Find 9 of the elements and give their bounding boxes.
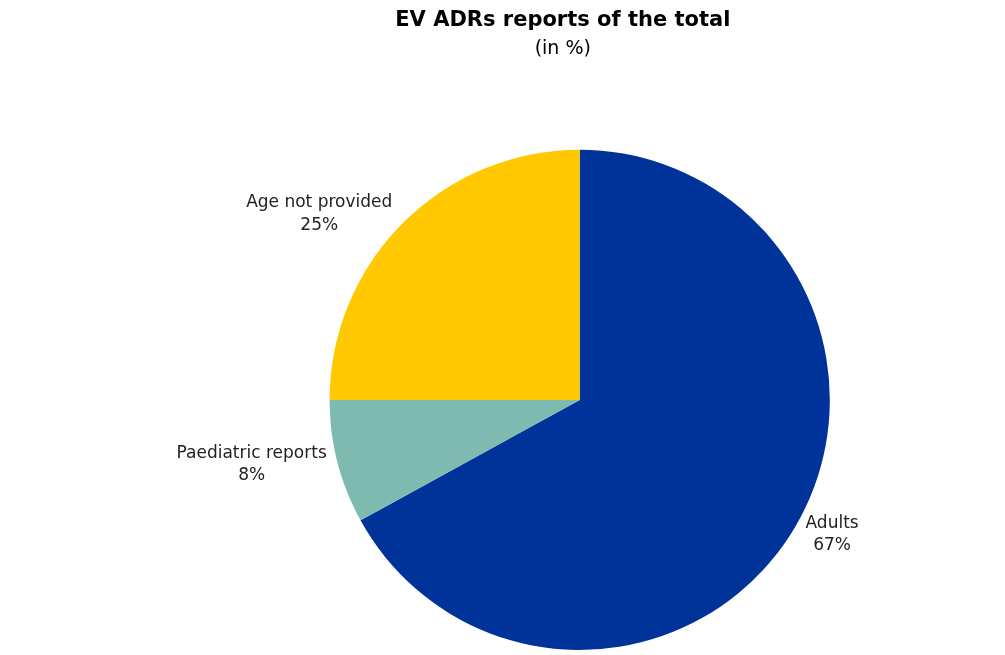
slice-label: Adults (805, 511, 859, 532)
data-label: 25% (300, 213, 339, 234)
pie-slice (329, 399, 580, 521)
slice-label: Age not provided (246, 191, 393, 212)
chart-subtitle: (in %) (534, 35, 591, 58)
data-label: 67% (813, 533, 851, 554)
data-label: 8% (238, 464, 266, 485)
slice-label: Paediatric reports (176, 442, 327, 463)
chart-title: EV ADRs reports of the total (395, 7, 731, 32)
